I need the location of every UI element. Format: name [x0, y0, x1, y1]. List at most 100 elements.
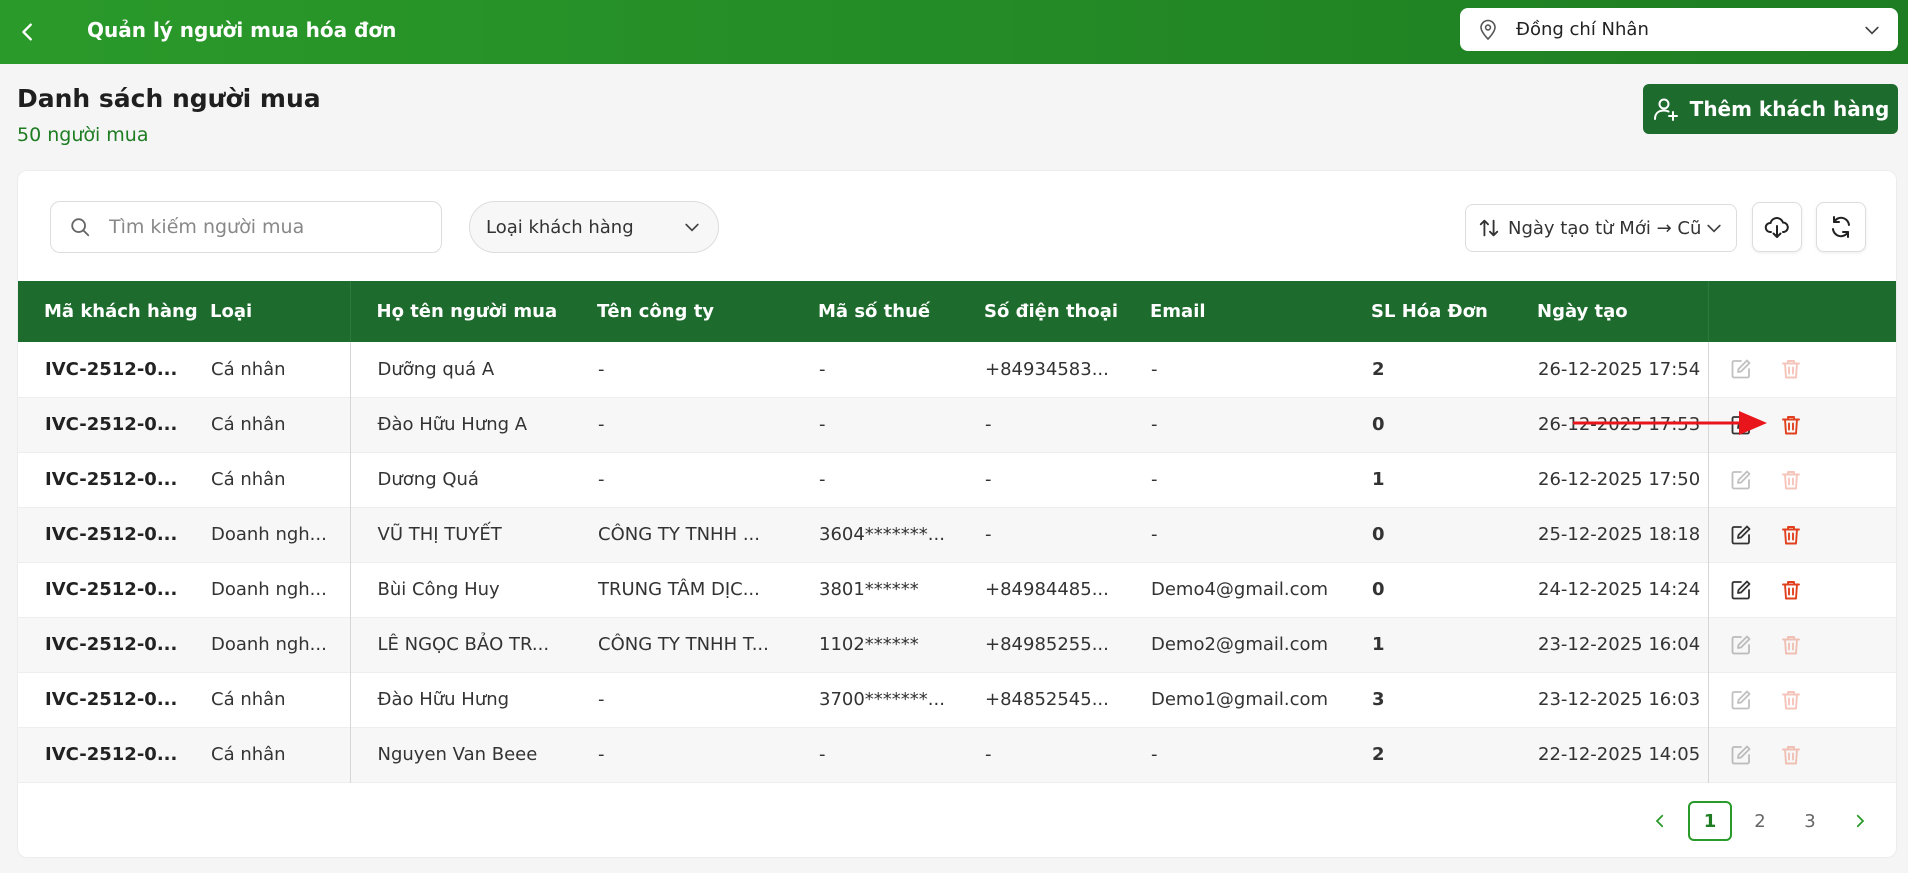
- trash-icon[interactable]: [1779, 633, 1803, 657]
- cell-type: Cá nhân: [184, 727, 351, 782]
- cell-phone: +84852545...: [985, 689, 1109, 710]
- cell-type: Cá nhân: [184, 342, 351, 397]
- buyer-list-card: Loại khách hàng Ngày tạo từ Mới → Cũ: [17, 170, 1897, 858]
- column-header[interactable]: Mã khách hàng: [44, 301, 198, 322]
- cell-email: -: [1151, 469, 1158, 490]
- search-box[interactable]: [50, 201, 442, 253]
- trash-icon[interactable]: [1779, 688, 1803, 712]
- cell-email: -: [1151, 524, 1158, 545]
- edit-icon[interactable]: [1729, 357, 1753, 381]
- cell-qty: 1: [1372, 634, 1385, 655]
- edit-icon[interactable]: [1729, 468, 1753, 492]
- branch-label: Đồng chí Nhân: [1516, 19, 1649, 40]
- edit-icon[interactable]: [1729, 633, 1753, 657]
- cell-company: -: [598, 744, 605, 765]
- cell-actions: [1708, 672, 1896, 727]
- cell-tax: -: [819, 358, 826, 380]
- download-button[interactable]: [1752, 202, 1802, 252]
- edit-icon[interactable]: [1729, 523, 1753, 547]
- cell-actions: [1708, 562, 1896, 617]
- trash-icon[interactable]: [1779, 578, 1803, 602]
- column-header[interactable]: Họ tên người mua: [376, 301, 558, 322]
- cell-type: Doanh ngh...: [184, 507, 351, 562]
- pagination: 1 2 3: [1638, 801, 1888, 841]
- add-customer-button[interactable]: Thêm khách hàng: [1643, 84, 1898, 134]
- column-header[interactable]: Ngày tạo: [1511, 281, 1709, 342]
- cell-qty: 0: [1372, 579, 1385, 600]
- table-header-row: Mã khách hàng Loại Họ tên người mua Tên …: [18, 281, 1896, 342]
- next-page-button[interactable]: [1838, 801, 1882, 841]
- app-title: Quản lý người mua hóa đơn: [87, 18, 397, 42]
- table-row: IVC-2512-0... Doanh ngh... VŨ THỊ TUYẾT CÔN…: [18, 507, 1897, 562]
- table-row: IVC-2512-0... Cá nhân Nguyen Van Beee - - - - 2…: [18, 727, 1897, 782]
- cell-phone: -: [985, 469, 992, 490]
- cell-tax: -: [819, 469, 826, 490]
- page-button[interactable]: 3: [1804, 810, 1816, 832]
- cell-type: Cá nhân: [184, 452, 351, 507]
- cell-actions: [1708, 452, 1896, 507]
- column-header[interactable]: SL Hóa Đơn: [1371, 301, 1488, 322]
- sort-select[interactable]: Ngày tạo từ Mới → Cũ: [1465, 204, 1737, 252]
- top-bar: Quản lý người mua hóa đơn Đồng chí Nhân: [0, 0, 1908, 64]
- cell-type: Doanh ngh...: [184, 562, 351, 617]
- row-actions: [1709, 357, 1897, 381]
- cell-actions: [1708, 342, 1897, 397]
- cell-code: IVC-2512-0...: [45, 689, 178, 710]
- cell-phone: +84984485...: [985, 579, 1109, 600]
- column-header[interactable]: Loại: [184, 281, 351, 342]
- trash-icon[interactable]: [1779, 468, 1803, 492]
- trash-icon[interactable]: [1779, 413, 1803, 437]
- actions-header: [1708, 281, 1896, 342]
- cell-type: Doanh ngh...: [184, 617, 351, 672]
- edit-icon[interactable]: [1729, 688, 1753, 712]
- table-row: IVC-2512-0... Cá nhân Dương Quá - - - - 1 26-12-…: [18, 452, 1896, 507]
- chevron-right-icon: [1856, 814, 1865, 828]
- column-header[interactable]: Mã số thuế: [818, 301, 931, 322]
- chevron-left-icon: [1655, 814, 1664, 828]
- branch-select[interactable]: Đồng chí Nhân: [1460, 8, 1898, 51]
- refresh-button[interactable]: [1816, 202, 1866, 252]
- buyer-table: Mã khách hàng Loại Họ tên người mua Tên …: [18, 281, 1897, 783]
- trash-icon[interactable]: [1779, 743, 1803, 767]
- page-button[interactable]: 2: [1754, 810, 1766, 832]
- column-header[interactable]: Email: [1150, 301, 1206, 322]
- customer-type-filter[interactable]: Loại khách hàng: [469, 201, 719, 253]
- trash-icon[interactable]: [1779, 523, 1803, 547]
- column-header[interactable]: Số điện thoại: [984, 301, 1119, 322]
- cell-date: 22-12-2025 14:05: [1511, 727, 1709, 782]
- row-actions: [1709, 743, 1897, 767]
- column-header[interactable]: Tên công ty: [597, 301, 715, 322]
- search-icon: [69, 216, 91, 238]
- edit-icon[interactable]: [1729, 743, 1753, 767]
- cell-company: TRUNG TÂM DỊC...: [598, 579, 760, 600]
- cell-phone: -: [985, 524, 992, 545]
- cell-date: 23-12-2025 16:03: [1511, 672, 1709, 727]
- cell-code: IVC-2512-0...: [45, 579, 178, 600]
- cell-name: Dương Quá: [377, 469, 479, 490]
- edit-icon[interactable]: [1729, 578, 1753, 602]
- cell-name: VŨ THỊ TUYẾT: [377, 524, 502, 545]
- cell-name: Đào Hữu Hưng A: [377, 414, 528, 435]
- table-row: IVC-2512-0... Cá nhân Đào Hữu Hưng - 3700***…: [18, 672, 1896, 727]
- prev-page-button[interactable]: [1638, 801, 1682, 841]
- cell-code: IVC-2512-0...: [45, 469, 178, 490]
- search-input[interactable]: [109, 216, 409, 238]
- chevron-down-icon: [682, 217, 702, 237]
- location-pin-icon: [1476, 18, 1500, 42]
- row-actions: [1709, 523, 1897, 547]
- cell-phone: +84934583...: [985, 358, 1109, 380]
- table-row: IVC-2512-0... Cá nhân Dưỡng quá A - - +849345…: [18, 342, 1897, 397]
- cell-date: 26-12-2025 17:54: [1511, 342, 1709, 397]
- cell-name: Nguyen Van Beee: [377, 744, 538, 765]
- sort-icon: [1478, 217, 1500, 239]
- trash-icon[interactable]: [1779, 357, 1803, 381]
- back-button[interactable]: [10, 14, 46, 50]
- cell-email: -: [1151, 358, 1158, 380]
- cell-company: -: [598, 414, 605, 435]
- cell-company: CÔNG TY TNHH ...: [598, 524, 760, 545]
- cell-qty: 2: [1372, 358, 1385, 380]
- cell-phone: -: [985, 744, 992, 765]
- sort-label: Ngày tạo từ Mới → Cũ: [1508, 217, 1702, 239]
- page-button[interactable]: 1: [1688, 801, 1732, 841]
- cell-email: Demo4@gmail.com: [1151, 579, 1329, 600]
